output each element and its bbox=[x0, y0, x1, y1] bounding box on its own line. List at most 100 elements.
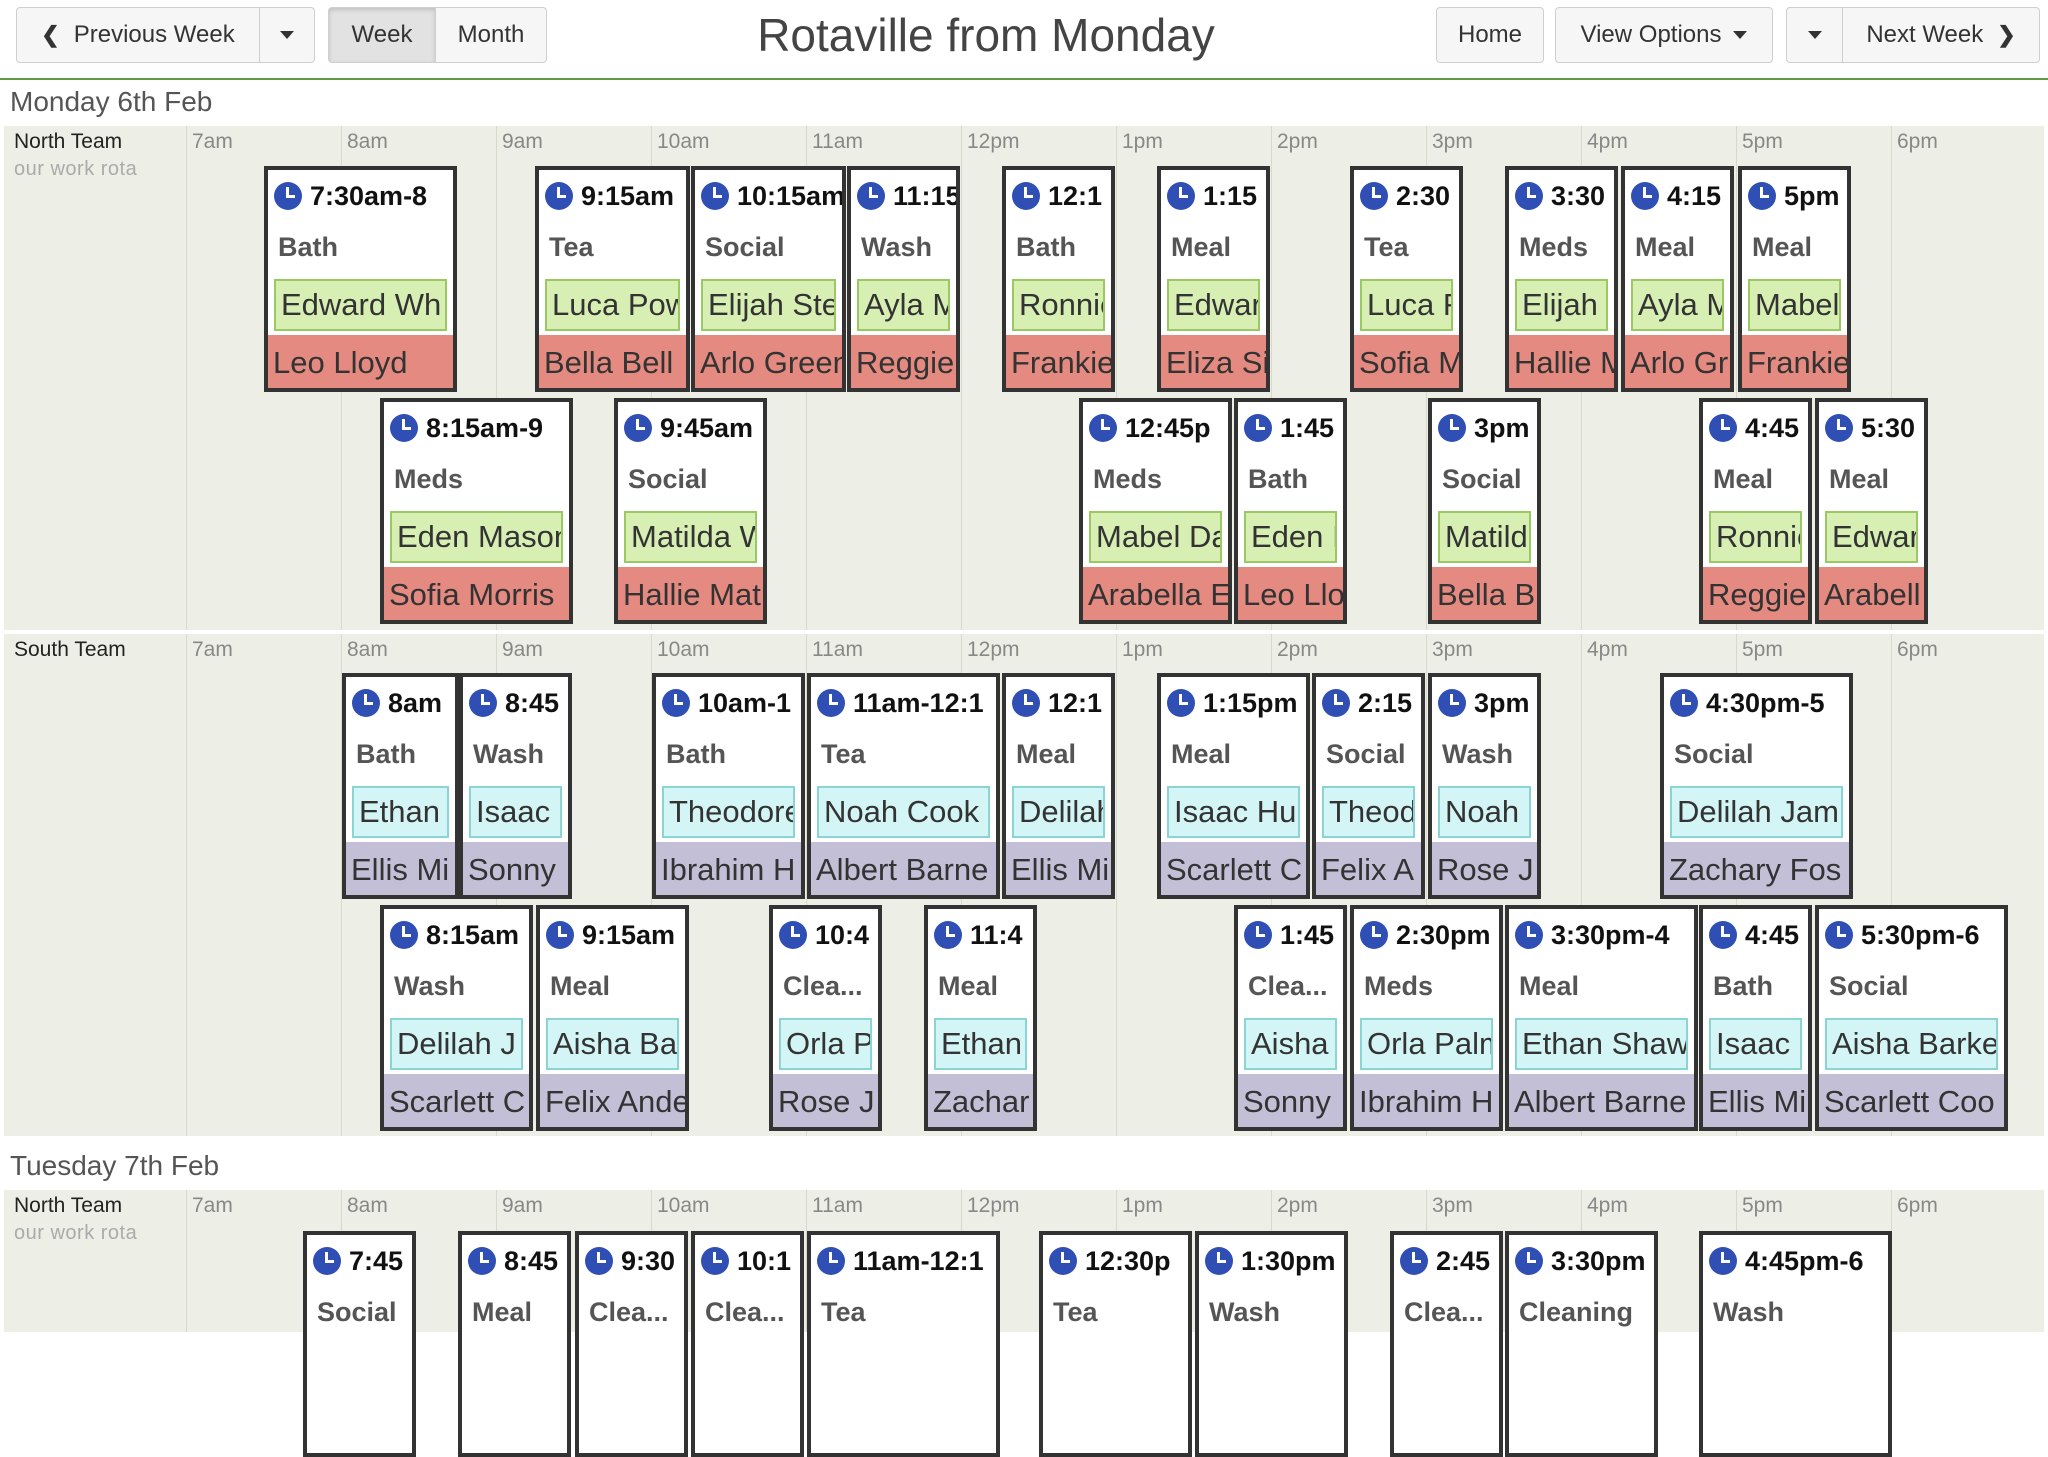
shift-card[interactable]: 4:45 Bath Isaac I Ellis Mi bbox=[1699, 905, 1812, 1131]
staff-name[interactable]: Mabel bbox=[1748, 279, 1841, 331]
shift-card[interactable]: 11:4 Meal Ethan Zachar bbox=[924, 905, 1037, 1131]
staff-name[interactable]: Aisha Barke bbox=[1825, 1018, 1998, 1070]
client-name[interactable]: Felix A bbox=[1316, 842, 1421, 895]
client-name[interactable]: Ibrahim H bbox=[656, 842, 801, 895]
shift-card[interactable]: 1:45 Clea... Aisha Sonny bbox=[1234, 905, 1347, 1131]
shift-card[interactable]: 3:30pm-4 Meal Ethan Shaw Albert Barne bbox=[1505, 905, 1698, 1131]
staff-name[interactable]: Edwar bbox=[1825, 511, 1918, 563]
staff-name[interactable]: Theodore bbox=[662, 786, 795, 838]
staff-name[interactable]: Ronnie bbox=[1709, 511, 1802, 563]
staff-name[interactable]: Edward Wh bbox=[274, 279, 447, 331]
shift-card[interactable]: 10:1 Clea... bbox=[691, 1231, 804, 1457]
shift-card[interactable]: 9:30 Clea... bbox=[575, 1231, 688, 1457]
home-button[interactable]: Home bbox=[1436, 7, 1544, 63]
client-name[interactable]: Rose J bbox=[1432, 842, 1537, 895]
shift-card[interactable]: 9:45am Social Matilda W Hallie Mat bbox=[614, 398, 767, 624]
client-name[interactable]: Hallie Mat bbox=[618, 567, 763, 620]
shift-card[interactable]: 5:30pm-6 Social Aisha Barke Scarlett Coo bbox=[1815, 905, 2008, 1131]
shift-card[interactable]: 4:45 Meal RonnieReggie bbox=[1699, 398, 1812, 624]
previous-week-dropdown[interactable] bbox=[259, 7, 315, 63]
shift-card[interactable]: 8:45 Wash Isaac I Sonny bbox=[459, 673, 572, 899]
client-name[interactable]: Arlo Gr bbox=[1625, 335, 1730, 388]
client-name[interactable]: Frankie bbox=[1742, 335, 1847, 388]
client-name[interactable]: Sofia M bbox=[1354, 335, 1459, 388]
client-name[interactable]: Leo Lloyd bbox=[268, 335, 453, 388]
client-name[interactable]: Bella Bell bbox=[539, 335, 686, 388]
staff-name[interactable]: Theod bbox=[1322, 786, 1415, 838]
shift-card[interactable]: 5:30 Meal Edwar Arabell bbox=[1815, 398, 1928, 624]
shift-card[interactable]: 5pm Meal Mabel Frankie bbox=[1738, 166, 1851, 392]
next-week-dropdown[interactable] bbox=[1786, 7, 1843, 63]
client-name[interactable]: Hallie M bbox=[1509, 335, 1614, 388]
shift-card[interactable]: 2:30 Tea Luca F Sofia M bbox=[1350, 166, 1463, 392]
shift-card[interactable]: 8:45 Meal bbox=[458, 1231, 571, 1457]
shift-card[interactable]: 8:15am Wash Delilah J Scarlett C bbox=[380, 905, 533, 1131]
staff-name[interactable]: Matild bbox=[1438, 511, 1531, 563]
staff-name[interactable]: Ethan bbox=[934, 1018, 1027, 1070]
client-name[interactable]: Zachary Fos bbox=[1664, 842, 1849, 895]
staff-name[interactable]: Orla Palm bbox=[1360, 1018, 1493, 1070]
shift-card[interactable]: 1:30pm Wash bbox=[1195, 1231, 1348, 1457]
staff-name[interactable]: Matilda W bbox=[624, 511, 757, 563]
staff-name[interactable]: Luca Pow bbox=[545, 279, 680, 331]
week-view-button[interactable]: Week bbox=[328, 7, 436, 63]
client-name[interactable]: Albert Barne bbox=[1509, 1074, 1694, 1127]
staff-name[interactable]: Edwar bbox=[1167, 279, 1260, 331]
staff-name[interactable]: Isaac Hu bbox=[1167, 786, 1300, 838]
staff-name[interactable]: Mabel Da bbox=[1089, 511, 1222, 563]
view-options-button[interactable]: View Options bbox=[1555, 7, 1773, 63]
shift-card[interactable]: 1:15 Meal Edwar Eliza Si bbox=[1157, 166, 1270, 392]
shift-card[interactable]: 3:30pm Cleaning bbox=[1505, 1231, 1658, 1457]
shift-card[interactable]: 12:1 Bath RonnieFrankie bbox=[1002, 166, 1115, 392]
client-name[interactable]: Rose J bbox=[773, 1074, 878, 1127]
staff-name[interactable]: Delilah bbox=[1012, 786, 1105, 838]
shift-card[interactable]: 3:30 Meds Elijah SHallie M bbox=[1505, 166, 1618, 392]
client-name[interactable]: Reggie bbox=[1703, 567, 1808, 620]
client-name[interactable]: Frankie bbox=[1006, 335, 1111, 388]
shift-card[interactable]: 4:45pm-6 Wash bbox=[1699, 1231, 1892, 1457]
staff-name[interactable]: Elijah S bbox=[1515, 279, 1608, 331]
client-name[interactable]: Ellis Mi bbox=[1006, 842, 1111, 895]
staff-name[interactable]: Eden Mason bbox=[390, 511, 563, 563]
shift-card[interactable]: 12:30p Tea bbox=[1039, 1231, 1192, 1457]
staff-name[interactable]: Isaac I bbox=[1709, 1018, 1802, 1070]
client-name[interactable]: Zachar bbox=[928, 1074, 1033, 1127]
shift-card[interactable]: 10am-1 Bath Theodore Ibrahim H bbox=[652, 673, 805, 899]
staff-name[interactable]: Noah bbox=[1438, 786, 1531, 838]
client-name[interactable]: Eliza Si bbox=[1161, 335, 1266, 388]
client-name[interactable]: Arabell bbox=[1819, 567, 1924, 620]
client-name[interactable]: Felix Ande bbox=[540, 1074, 685, 1127]
client-name[interactable]: Ellis Mi bbox=[346, 842, 455, 895]
staff-name[interactable]: Ayla M bbox=[857, 279, 950, 331]
staff-name[interactable]: Eden I bbox=[1244, 511, 1337, 563]
staff-name[interactable]: Noah Cook bbox=[817, 786, 990, 838]
client-name[interactable]: Scarlett Coo bbox=[1819, 1074, 2004, 1127]
shift-card[interactable]: 10:4 Clea... Orla P Rose J bbox=[769, 905, 882, 1131]
shift-card[interactable]: 12:1 Meal Delilah Ellis Mi bbox=[1002, 673, 1115, 899]
shift-card[interactable]: 2:30pm Meds Orla Palm Ibrahim H bbox=[1350, 905, 1503, 1131]
shift-card[interactable]: 1:15pm Meal Isaac Hu Scarlett C bbox=[1157, 673, 1310, 899]
client-name[interactable]: Leo Llo bbox=[1238, 567, 1343, 620]
shift-card[interactable]: 8:15am-9 Meds Eden Mason Sofia Morris bbox=[380, 398, 573, 624]
staff-name[interactable]: Elijah Ste bbox=[701, 279, 836, 331]
client-name[interactable]: Ibrahim H bbox=[1354, 1074, 1499, 1127]
shift-card[interactable]: 3pm Social Matild Bella B bbox=[1428, 398, 1541, 624]
shift-card[interactable]: 11am-12:1 Tea bbox=[807, 1231, 1000, 1457]
shift-card[interactable]: 9:15am Tea Luca Pow Bella Bell bbox=[535, 166, 690, 392]
client-name[interactable]: Ellis Mi bbox=[1703, 1074, 1808, 1127]
client-name[interactable]: Arlo Green bbox=[695, 335, 842, 388]
shift-card[interactable]: 10:15am Social Elijah Ste Arlo Green bbox=[691, 166, 846, 392]
client-name[interactable]: Sonny bbox=[1238, 1074, 1343, 1127]
shift-card[interactable]: 4:30pm-5 Social Delilah Jam Zachary Fos bbox=[1660, 673, 1853, 899]
client-name[interactable]: Sofia Morris bbox=[384, 567, 569, 620]
staff-name[interactable]: Ethan bbox=[352, 786, 449, 838]
client-name[interactable]: Bella B bbox=[1432, 567, 1537, 620]
staff-name[interactable]: Orla P bbox=[779, 1018, 872, 1070]
staff-name[interactable]: Aisha bbox=[1244, 1018, 1337, 1070]
shift-card[interactable]: 2:45 Clea... bbox=[1390, 1231, 1503, 1457]
client-name[interactable]: Arabella E bbox=[1083, 567, 1228, 620]
shift-card[interactable]: 12:45p Meds Mabel Da Arabella E bbox=[1079, 398, 1232, 624]
shift-card[interactable]: 2:15 Social Theod Felix A bbox=[1312, 673, 1425, 899]
staff-name[interactable]: Isaac I bbox=[469, 786, 562, 838]
shift-card[interactable]: 9:15am Meal Aisha Ba Felix Ande bbox=[536, 905, 689, 1131]
